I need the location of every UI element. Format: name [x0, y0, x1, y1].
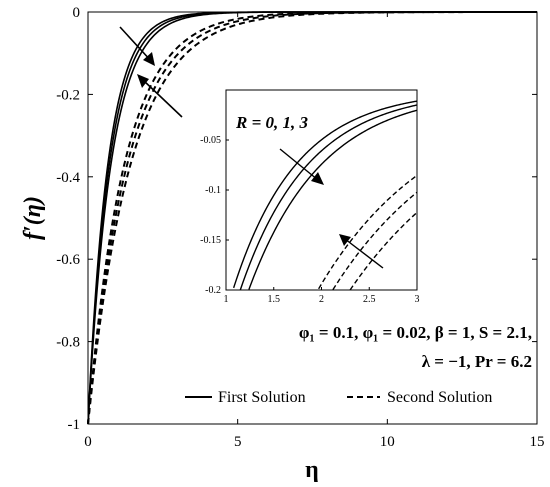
inset-ticks: [225, 139, 418, 291]
inset-series-line-second-R1: [332, 191, 418, 291]
inset-series-line-first-R1: [239, 104, 418, 291]
series-line-second-R3: [87, 11, 537, 425]
annotation-line: λ = −1, Pr = 6.2: [422, 352, 532, 371]
inset-x-tick-label: 2: [319, 294, 324, 305]
inset-series-line-first-R3: [248, 109, 418, 290]
y-tick-label: -1: [68, 417, 81, 433]
inset-y-tick-label: -0.15: [200, 235, 221, 246]
x-tick-label: 0: [84, 434, 92, 450]
legend: First Solution Second Solution: [185, 389, 492, 406]
y-tick-label: 0: [73, 5, 81, 21]
y-axis-title: f′(η): [20, 196, 46, 240]
inset-y-tick-label: -0.1: [205, 185, 221, 196]
direction-arrow: [119, 26, 155, 66]
x-tick-label: 5: [234, 434, 242, 450]
x-tick-label: 10: [380, 434, 395, 450]
inset-series-line-second-R3: [349, 211, 418, 291]
inset-series-line-first-R0: [232, 100, 418, 289]
inset-y-tick-label: -0.2: [205, 285, 221, 296]
x-axis-title: η: [305, 457, 319, 483]
inset-x-tick-label: 1: [224, 294, 229, 305]
y-tick-label: -0.2: [56, 87, 80, 103]
inset-x-tick-label: 1.5: [268, 294, 281, 305]
inset-x-tick-label: 3: [415, 294, 420, 305]
parameter-label: R = 0, 1, 3: [235, 113, 309, 132]
annotation-line: φ₁ = 0.1, φ₁ = 0.02, β = 1, S = 2.1,: [299, 323, 532, 342]
inset-direction-arrow: [279, 148, 324, 185]
legend-label: Second Solution: [387, 389, 492, 406]
y-tick-label: -0.8: [56, 335, 80, 351]
inset-y-tick-label: -0.05: [200, 135, 221, 146]
inset-frame: [225, 89, 418, 291]
legend-label: First Solution: [218, 389, 306, 406]
x-tick-label: 15: [530, 434, 545, 450]
inset-x-tick-label: 2.5: [363, 294, 376, 305]
y-tick-label: -0.6: [56, 252, 80, 268]
inset-series-line-second-R0: [318, 174, 418, 290]
inset-direction-arrow: [339, 234, 384, 269]
y-tick-label: -0.4: [56, 170, 80, 186]
inset-curves: [232, 100, 418, 291]
main-curves: [87, 11, 537, 425]
direction-arrow: [137, 74, 183, 118]
